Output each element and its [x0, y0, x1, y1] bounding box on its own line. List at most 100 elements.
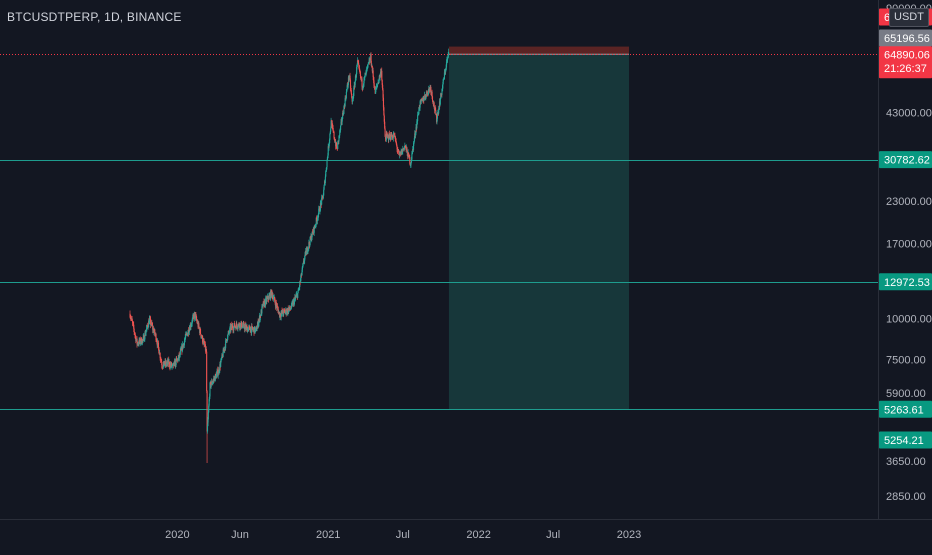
candle-body — [141, 339, 143, 344]
long-position-tool[interactable] — [448, 46, 629, 410]
candle-body — [369, 59, 371, 63]
candle-body — [304, 255, 306, 261]
candle-body — [237, 327, 239, 329]
candle-body — [357, 62, 359, 64]
candle-body — [438, 108, 440, 114]
candle-body — [341, 118, 343, 122]
candle-body — [336, 148, 338, 149]
candle-body — [351, 93, 353, 98]
candle-body — [392, 138, 394, 139]
candle-body — [267, 295, 269, 299]
candle-body — [284, 310, 286, 311]
candle-body — [346, 85, 348, 90]
candle-body — [441, 88, 443, 95]
candle-body — [446, 59, 448, 62]
candle-body — [295, 295, 297, 298]
candle-body — [202, 340, 204, 344]
candle-body — [159, 352, 161, 359]
candle-body — [263, 301, 265, 307]
candle-body — [147, 327, 149, 328]
candles — [129, 48, 450, 464]
currency-unit-button[interactable]: USDT — [889, 8, 929, 27]
candle-body — [241, 327, 243, 329]
candle-body — [144, 332, 146, 340]
candle-body — [261, 305, 263, 307]
candle-body — [227, 334, 229, 340]
candle-body — [237, 324, 239, 328]
profit-zone — [448, 54, 629, 410]
candle-body — [272, 298, 274, 300]
candle-body — [337, 140, 339, 143]
candle-body — [145, 330, 147, 333]
candle-body — [339, 130, 341, 131]
candle-body — [401, 149, 403, 155]
price-badges: 30782.62 12972.53 5263.61 6 65196.56 64890.06… — [879, 8, 932, 449]
candle-body — [378, 79, 380, 83]
candle-body — [153, 331, 155, 333]
candle-body — [226, 339, 228, 342]
candle-body — [195, 315, 197, 320]
candle-body — [131, 320, 134, 323]
candle-body — [242, 325, 244, 327]
candle-body — [394, 135, 396, 137]
candle-body — [258, 323, 260, 327]
candle-body — [245, 326, 247, 329]
candle-body — [430, 86, 432, 93]
candle-body — [178, 353, 181, 359]
time-tick-label: 2020 — [165, 529, 189, 541]
candle-body — [323, 185, 325, 190]
candle-body — [383, 107, 385, 116]
candle-body — [185, 334, 187, 335]
price-tick-label: 5900.00 — [886, 388, 926, 400]
candle-body — [392, 135, 394, 139]
candle-body — [157, 341, 159, 346]
candle-body — [342, 112, 344, 115]
candle-body — [377, 84, 379, 86]
candle-body — [187, 333, 189, 336]
candle-body — [218, 370, 221, 373]
candle-body — [162, 367, 164, 368]
candle-body — [166, 362, 168, 364]
candle-body — [435, 110, 437, 115]
price-tick-label: 3650.00 — [886, 456, 926, 468]
candle-body — [160, 359, 162, 361]
candle-body — [357, 60, 359, 63]
candle-body — [222, 349, 224, 357]
candle-body — [217, 370, 219, 376]
candle-body — [335, 142, 338, 149]
candle-body — [319, 203, 321, 211]
candle-body — [160, 359, 162, 362]
candle-body — [285, 309, 287, 314]
candle-body — [137, 342, 139, 345]
time-axis[interactable]: 2020 Jun 2021 Jul 2022 Jul 2023 — [0, 519, 932, 542]
candle-body — [342, 113, 345, 115]
candle-body — [207, 419, 209, 427]
candle-body — [384, 121, 386, 129]
candle-body — [346, 89, 348, 92]
candle-body — [304, 252, 306, 256]
candle-body — [135, 335, 137, 342]
candle-body — [411, 153, 413, 160]
horizontal-levels[interactable] — [0, 160, 878, 410]
candle-body — [189, 324, 191, 331]
time-tick-label: Jul — [546, 529, 560, 541]
candle-body — [356, 64, 358, 67]
candle-body — [424, 96, 427, 98]
candle-body — [299, 281, 301, 287]
candle-body — [442, 84, 444, 89]
candle-body — [349, 80, 352, 89]
candle-body — [184, 339, 186, 342]
candle-body — [432, 100, 434, 103]
candle-body — [196, 319, 198, 321]
candle-body — [133, 324, 135, 329]
candle-body — [210, 384, 212, 387]
candle-body — [294, 297, 296, 300]
candle-body — [370, 54, 372, 64]
candle-body — [398, 151, 400, 155]
price-tick-label: 2850.00 — [886, 491, 926, 503]
candle-body — [132, 322, 134, 324]
candle-body — [393, 133, 395, 137]
candle-body — [207, 412, 209, 420]
